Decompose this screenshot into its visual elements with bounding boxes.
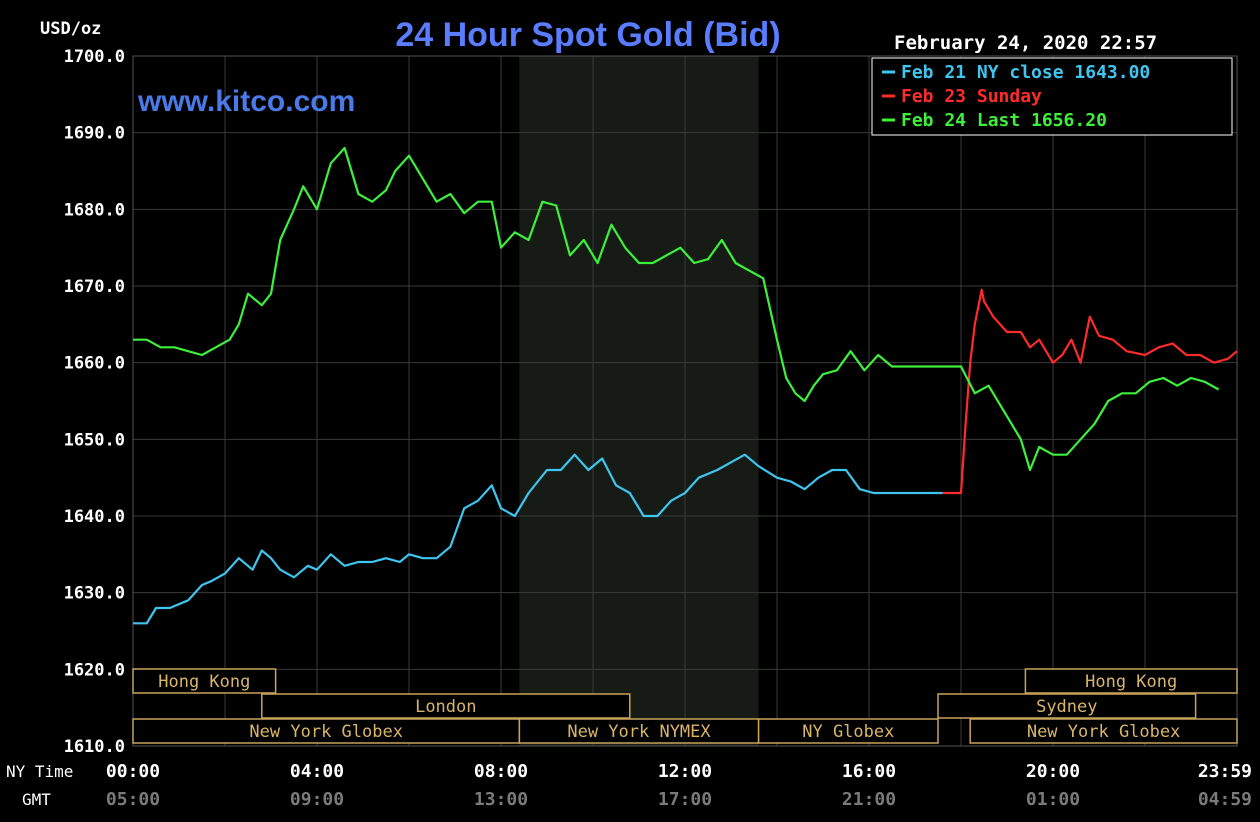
y-tick-label: 1690.0 [64, 124, 125, 144]
session-label: New York Globex [249, 722, 403, 742]
y-axis-unit-label: USD/oz [40, 19, 101, 39]
legend: Feb 21 NY close 1643.00 Feb 23 Sunday Feb … [871, 57, 1233, 136]
session-label: Sydney [1036, 697, 1097, 717]
session-label: NY Globex [802, 722, 894, 742]
session-bar [518, 718, 760, 744]
y-tick-label: 1680.0 [64, 200, 125, 220]
y-tick-label: 1620.0 [64, 660, 125, 680]
legend-entry: Feb 24 Last 1656.20 [901, 110, 1107, 131]
session-bar [757, 718, 939, 744]
y-tick-label: 1660.0 [64, 354, 125, 374]
session-label: London [415, 697, 476, 717]
x-tick-label-ny: 16:00 [842, 761, 896, 782]
watermark: www.kitco.com [137, 85, 355, 118]
session-label: New York NYMEX [567, 722, 711, 742]
legend-entry: Feb 21 NY close 1643.00 [901, 62, 1150, 83]
session-bar [1024, 668, 1238, 694]
y-tick-label: 1670.0 [64, 277, 125, 297]
gmt-row-label: GMT [22, 790, 51, 809]
x-tick-label-gmt: 04:59 [1198, 789, 1252, 810]
y-tick-label: 1630.0 [64, 584, 125, 604]
x-tick-label-ny: 04:00 [290, 761, 344, 782]
chart-timestamp: February 24, 2020 22:57 [894, 32, 1157, 54]
y-tick-label: 1640.0 [64, 507, 125, 527]
ny-time-row-label: NY Time [6, 762, 73, 781]
session-bar [261, 693, 631, 719]
market-sessions: Hong Kong London New York Globex New York N… [132, 668, 1238, 744]
x-tick-label-gmt: 21:00 [842, 789, 896, 810]
x-tick-label-ny: 12:00 [658, 761, 712, 782]
session-bar [937, 693, 1197, 719]
legend-box [871, 57, 1233, 136]
x-tick-label-ny: 23:59 [1198, 761, 1252, 782]
y-tick-label: 1700.0 [64, 47, 125, 67]
y-tick-label: 1610.0 [64, 737, 125, 757]
session-label: Hong Kong [158, 672, 250, 692]
legend-entry: Feb 23 Sunday [901, 86, 1042, 107]
x-tick-label-ny: 20:00 [1026, 761, 1080, 782]
x-axis: 00:00 04:00 08:00 12:00 16:00 20:00 23:59 05:00… [6, 761, 1252, 810]
session-label: Hong Kong [1085, 672, 1177, 692]
x-tick-label-gmt: 01:00 [1026, 789, 1080, 810]
series-line-0 [133, 453, 943, 625]
x-tick-label-ny: 08:00 [474, 761, 528, 782]
y-tick-label: 1650.0 [64, 430, 125, 450]
session-bar [969, 718, 1238, 744]
y-axis: 1700.0 1690.0 1680.0 1670.0 1660.0 1650.0 1640… [64, 47, 125, 757]
chart-title: 24 Hour Spot Gold (Bid) [395, 16, 780, 54]
price-series [133, 146, 1238, 625]
x-tick-label-gmt: 13:00 [474, 789, 528, 810]
nymex-session-highlight [519, 56, 759, 746]
session-bar [132, 668, 277, 694]
series-line-1 [942, 288, 1238, 495]
x-tick-label-ny: 00:00 [106, 761, 160, 782]
session-label: New York Globex [1027, 722, 1181, 742]
x-tick-label-gmt: 17:00 [658, 789, 712, 810]
x-tick-label-gmt: 05:00 [106, 789, 160, 810]
x-tick-label-gmt: 09:00 [290, 789, 344, 810]
series-line-2 [133, 146, 1220, 472]
plot-frame [132, 55, 1238, 747]
